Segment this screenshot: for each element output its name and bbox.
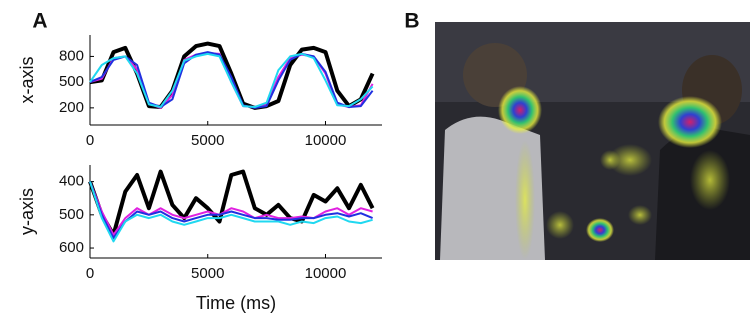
series-line bbox=[89, 181, 373, 240]
x-tick-label: 10000 bbox=[305, 132, 347, 149]
x-tick-label: 5000 bbox=[191, 132, 224, 149]
x-tick-label: 5000 bbox=[191, 265, 224, 282]
x-tick-label: 10000 bbox=[305, 265, 347, 282]
y-tick-label: 800 bbox=[59, 47, 84, 64]
series-line bbox=[89, 51, 374, 109]
series-line bbox=[88, 169, 375, 237]
x-tick-label: 0 bbox=[86, 265, 94, 282]
y-tick-label: 500 bbox=[59, 73, 84, 90]
y-tick-label: 400 bbox=[59, 173, 84, 190]
y-tick-label: 200 bbox=[59, 99, 84, 116]
x-axis-label: Time (ms) bbox=[196, 293, 276, 313]
y-axis-label: x-axis bbox=[17, 56, 37, 103]
y-tick-label: 600 bbox=[59, 239, 84, 256]
y-axis-label: y-axis bbox=[17, 188, 37, 235]
series-line bbox=[89, 181, 373, 243]
panel-label: B bbox=[404, 10, 419, 33]
x-tick-label: 0 bbox=[86, 132, 94, 149]
panel-label: A bbox=[32, 10, 47, 33]
y-tick-label: 500 bbox=[59, 206, 84, 223]
series-line bbox=[89, 181, 373, 236]
heatmap-image bbox=[435, 22, 750, 261]
series-line bbox=[89, 52, 374, 108]
